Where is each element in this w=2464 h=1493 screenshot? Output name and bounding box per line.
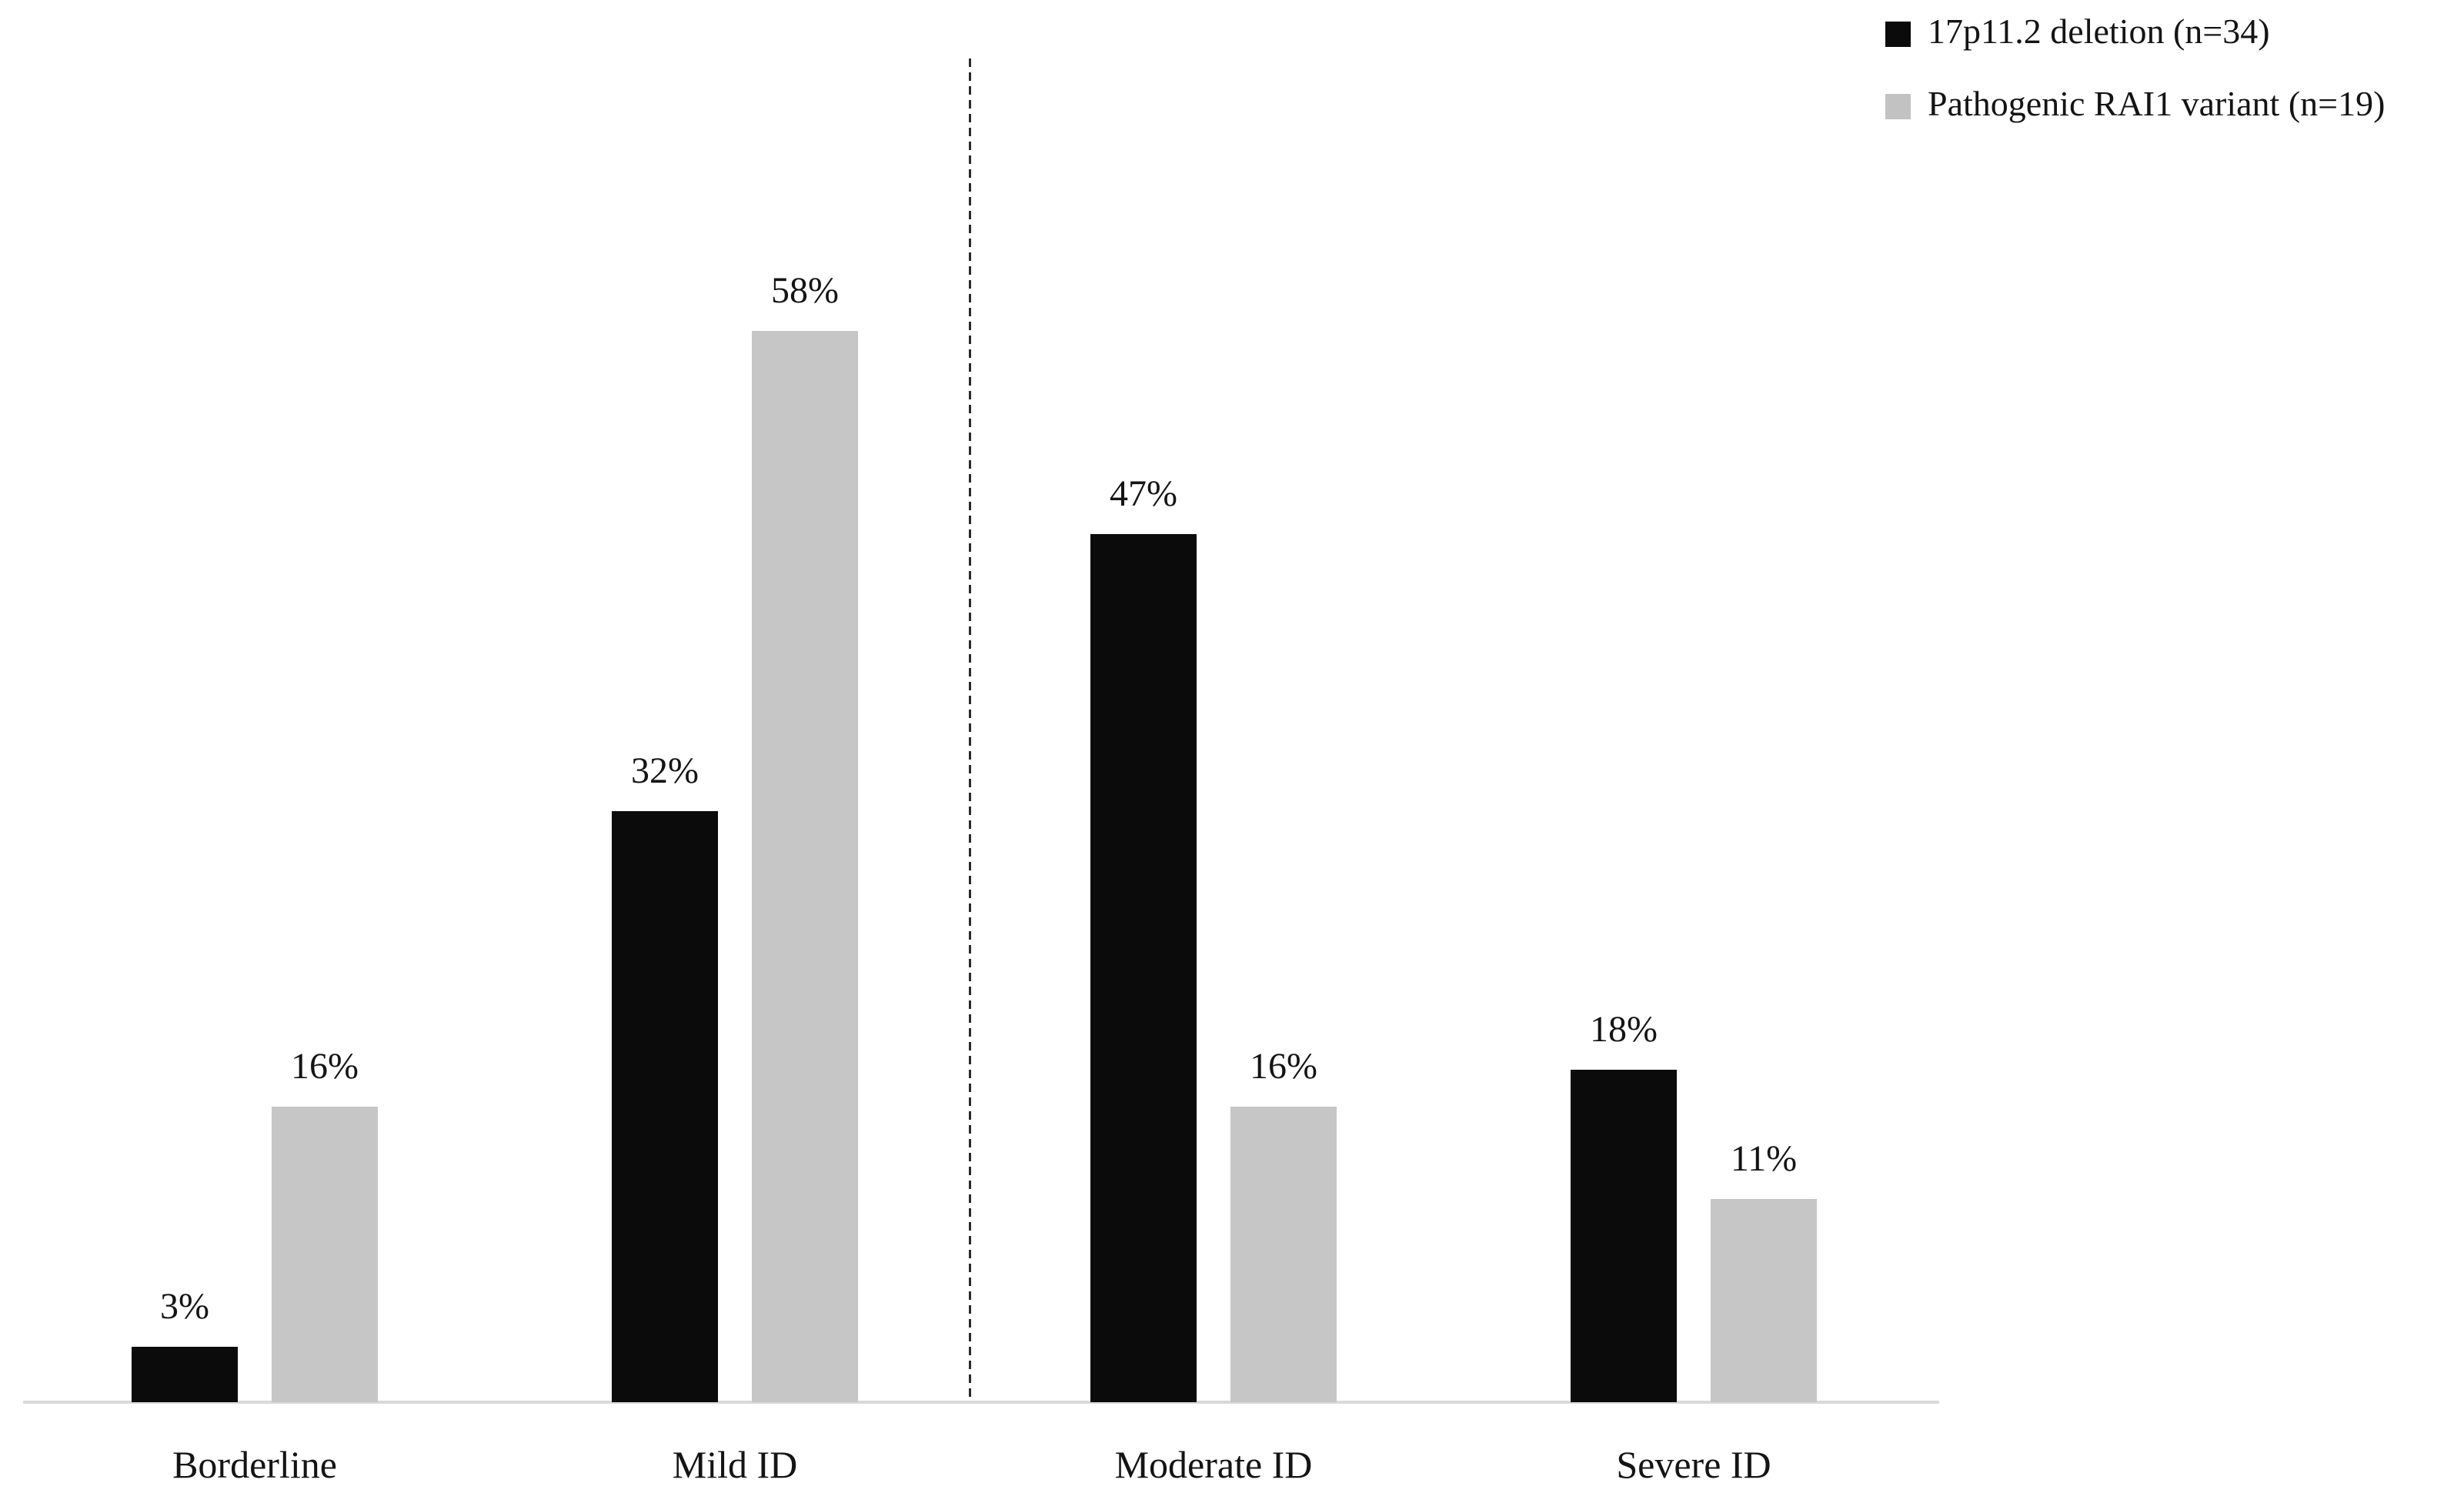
bar-pathogenic-rai1-variant-n-19-borderline: [272, 1107, 378, 1402]
bar-value-label: 18%: [1590, 1009, 1658, 1050]
bar-pathogenic-rai1-variant-n-19-mild-id: [752, 331, 858, 1402]
x-axis-line: [23, 1401, 1939, 1404]
legend-label: 17p11.2 deletion (n=34): [1928, 12, 2270, 51]
chart-legend: 17p11.2 deletion (n=34) Pathogenic RAI1 …: [0, 0, 2464, 146]
bar-value-label: 3%: [160, 1286, 209, 1327]
x-axis-category-label: Moderate ID: [1114, 1443, 1313, 1486]
legend-label: Pathogenic RAI1 variant (n=19): [1928, 84, 2386, 123]
bar-value-label: 16%: [291, 1046, 359, 1087]
bar-17p11-2-deletion-n-34-borderline: [132, 1347, 238, 1402]
bar-17p11-2-deletion-n-34-severe-id: [1571, 1070, 1677, 1402]
category-separator-dashed-line: [969, 58, 971, 1402]
x-axis-category-label: Borderline: [172, 1443, 337, 1486]
bar-17p11-2-deletion-n-34-moderate-id: [1090, 534, 1197, 1402]
bar-pathogenic-rai1-variant-n-19-severe-id: [1711, 1199, 1817, 1402]
bar-17p11-2-deletion-n-34-mild-id: [612, 811, 718, 1402]
legend-item-deletion: 17p11.2 deletion (n=34): [1885, 9, 2270, 58]
bar-value-label: 16%: [1250, 1046, 1317, 1087]
bar-value-label: 47%: [1110, 473, 1177, 514]
legend-item-rai1-variant: Pathogenic RAI1 variant (n=19): [1885, 82, 2385, 131]
legend-swatch-black-icon: [1885, 21, 1911, 47]
bar-pathogenic-rai1-variant-n-19-moderate-id: [1230, 1107, 1337, 1402]
bar-value-label: 11%: [1730, 1138, 1798, 1179]
bar-value-label: 32%: [631, 750, 699, 791]
x-axis-category-label: Mild ID: [672, 1443, 798, 1486]
x-axis-category-label: Severe ID: [1616, 1443, 1771, 1486]
legend-swatch-gray-icon: [1885, 93, 1911, 119]
bar-value-label: 58%: [771, 270, 839, 311]
